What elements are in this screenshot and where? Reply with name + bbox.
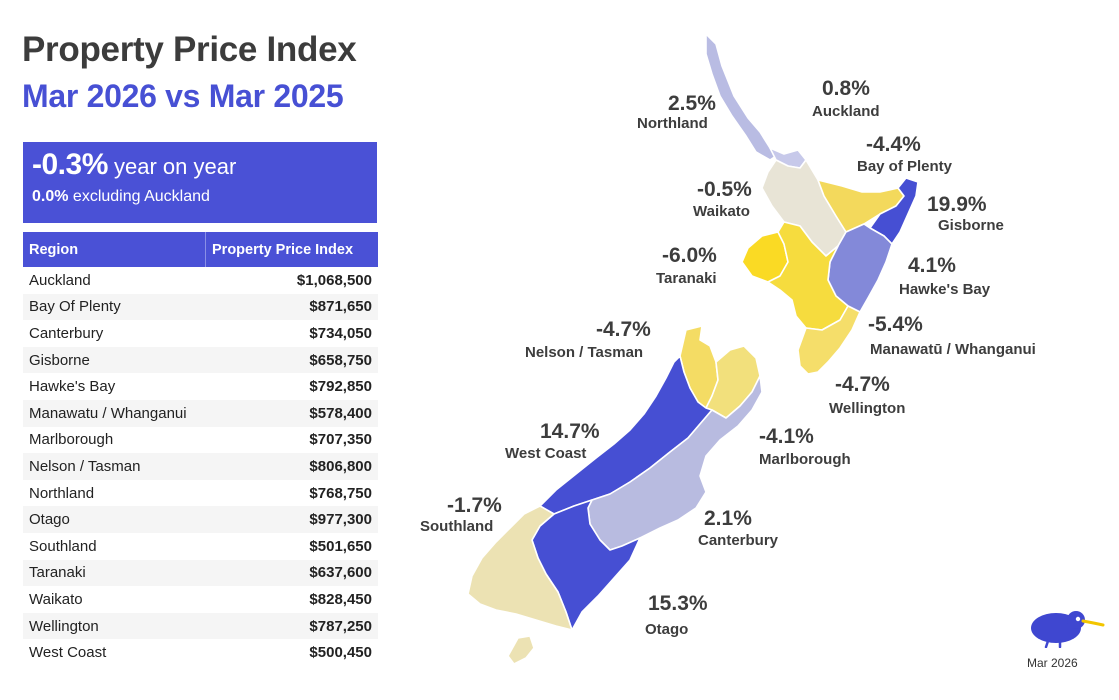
region-cell: Hawke's Bay — [29, 378, 116, 396]
page-title: Property Price Index — [22, 30, 357, 69]
marlborough-label: Marlborough — [759, 451, 851, 468]
price-cell: $871,650 — [205, 293, 378, 321]
table-row: Bay Of Plenty $871,650 — [23, 293, 378, 321]
southland-change: -1.7% — [447, 494, 502, 517]
northland-change: 2.5% — [668, 92, 716, 115]
price-cell: $806,800 — [205, 453, 378, 480]
bay-of-plenty-label: Bay of Plenty — [857, 158, 953, 175]
wellington-label: Wellington — [829, 400, 905, 417]
canterbury-change: 2.1% — [704, 507, 752, 530]
table-row: Marlborough $707,350 — [23, 427, 378, 454]
region-cell: Otago — [23, 506, 206, 533]
report-date: Mar 2026 — [1027, 656, 1078, 670]
gisborne-change: 19.9% — [927, 193, 987, 216]
auckland-change: 0.8% — [822, 77, 870, 100]
region-cell: Manawatu / Whanganui — [23, 399, 206, 427]
west-coast-label: West Coast — [505, 445, 586, 462]
col-header-region[interactable]: Region — [23, 232, 206, 267]
taranaki-label: Taranaki — [656, 270, 717, 287]
price-cell: $658,750 — [205, 346, 378, 374]
table-row: Manawatu / Whanganui $578,400 — [23, 399, 378, 427]
wellington-change: -4.7% — [835, 373, 890, 396]
price-cell: $768,750 — [309, 484, 372, 502]
west-coast-change: 14.7% — [540, 420, 600, 443]
nelson-tasman-change: -4.7% — [596, 318, 651, 341]
yoy-value: -0.3% — [32, 148, 108, 181]
map-labels: 2.5% Northland 0.8% Auckland -4.4% Bay o… — [420, 77, 1036, 638]
price-cell: $787,250 — [205, 612, 378, 640]
table-row: Northland $768,750 — [23, 480, 378, 507]
table-row: Canterbury $734,050 — [23, 320, 378, 347]
region-cell: Wellington — [23, 612, 206, 640]
nelson-tasman-label: Nelson / Tasman — [525, 344, 643, 361]
price-cell: $637,600 — [205, 559, 378, 587]
region-price-table: Region Property Price Index Auckland $1,0… — [23, 232, 378, 666]
price-cell: $734,050 — [309, 324, 372, 342]
price-cell: $977,300 — [205, 506, 378, 533]
table-row: Waikato $828,450 — [23, 586, 378, 613]
region-wellington[interactable] — [797, 305, 861, 375]
region-cell: West Coast — [29, 644, 107, 662]
hawkes-bay-change: 4.1% — [908, 254, 956, 277]
northland-label: Northland — [637, 115, 708, 132]
price-cell: $500,450 — [309, 644, 372, 662]
hawkes-bay-label: Hawke's Bay — [899, 281, 991, 298]
table-row: Southland $501,650 — [23, 533, 378, 560]
table-row: Taranaki $637,600 — [23, 559, 378, 587]
price-cell: $1,068,500 — [296, 271, 372, 289]
manawatu-change: -5.4% — [868, 313, 923, 336]
price-cell: $792,850 — [309, 378, 372, 396]
region-cell: Northland — [29, 484, 95, 502]
marlborough-change: -4.1% — [759, 425, 814, 448]
price-cell: $501,650 — [309, 537, 372, 555]
yoy-label: year on year — [114, 154, 237, 179]
otago-label: Otago — [645, 621, 688, 638]
table-row: Auckland $1,068,500 — [23, 267, 378, 294]
price-cell: $578,400 — [205, 399, 378, 427]
table-row: Gisborne $658,750 — [23, 346, 378, 374]
table-row: Nelson / Tasman $806,800 — [23, 453, 378, 480]
region-northland[interactable] — [705, 33, 777, 161]
yoy-summary-card: -0.3% year on year 0.0% excluding Auckla… — [23, 142, 377, 223]
bay-of-plenty-change: -4.4% — [866, 133, 921, 156]
taranaki-change: -6.0% — [662, 244, 717, 267]
col-header-price-index[interactable]: Property Price Index — [205, 232, 378, 267]
region-cell: Marlborough — [29, 431, 114, 449]
region-cell: Bay Of Plenty — [23, 293, 206, 321]
excl-auckland-value: 0.0% — [32, 188, 69, 205]
price-cell: $707,350 — [309, 431, 372, 449]
auckland-label: Auckland — [812, 103, 880, 120]
gisborne-label: Gisborne — [938, 217, 1004, 234]
page-subtitle: Mar 2026 vs Mar 2025 — [22, 78, 344, 114]
table-row: Wellington $787,250 — [23, 612, 378, 640]
waikato-label: Waikato — [693, 203, 750, 220]
nz-region-map: 2.5% Northland 0.8% Auckland -4.4% Bay o… — [420, 33, 1036, 665]
region-southland-stewart-island[interactable] — [507, 635, 535, 665]
region-cell: Southland — [29, 537, 97, 555]
table-row: Otago $977,300 — [23, 506, 378, 533]
region-cell: Nelson / Tasman — [23, 453, 206, 480]
region-cell: Gisborne — [23, 346, 206, 374]
region-cell: Waikato — [29, 590, 83, 608]
excl-auckland-label: excluding Auckland — [72, 188, 210, 205]
table-row: West Coast $500,450 — [23, 639, 378, 666]
canterbury-label: Canterbury — [698, 532, 779, 549]
table-row: Hawke's Bay $792,850 — [23, 373, 378, 400]
southland-label: Southland — [420, 518, 493, 535]
region-canterbury[interactable] — [587, 375, 763, 551]
otago-change: 15.3% — [648, 592, 708, 615]
region-cell: Auckland — [29, 271, 91, 289]
region-cell: Taranaki — [23, 559, 206, 587]
kiwi-bird-icon — [1031, 611, 1105, 648]
region-southland[interactable] — [467, 505, 573, 631]
region-cell: Canterbury — [29, 324, 104, 342]
price-cell: $828,450 — [309, 590, 372, 608]
manawatu-label: Manawatū / Whanganui — [870, 341, 1036, 358]
waikato-change: -0.5% — [697, 178, 752, 201]
